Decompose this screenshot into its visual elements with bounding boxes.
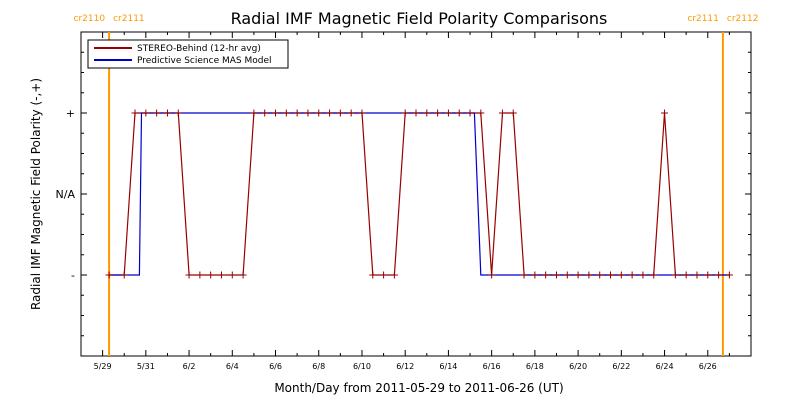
x-tick-label: 6/10	[353, 362, 371, 371]
chart-title: Radial IMF Magnetic Field Polarity Compa…	[231, 9, 608, 28]
data-point-stereo	[293, 109, 301, 117]
data-point-stereo	[531, 271, 539, 279]
data-point-stereo	[131, 109, 139, 117]
data-point-stereo	[105, 271, 113, 279]
data-point-stereo	[552, 271, 560, 279]
data-point-stereo	[563, 271, 571, 279]
data-point-stereo	[336, 109, 344, 117]
x-tick-label: 5/31	[137, 362, 155, 371]
series-layer	[105, 109, 733, 279]
data-point-stereo	[455, 109, 463, 117]
x-tick-label: 6/24	[656, 362, 674, 371]
x-tick-label: 6/8	[312, 362, 325, 371]
data-point-stereo	[142, 109, 150, 117]
data-point-stereo	[315, 109, 323, 117]
data-point-stereo	[347, 109, 355, 117]
x-axis-ticks: 5/29 5/31 6/2 6/4 6/6 6/8 6/10 6/12 6/14 6/16 6/18…	[80, 32, 752, 371]
data-point-stereo	[153, 109, 161, 117]
y-axis-ticks: - N/A +	[56, 51, 751, 337]
data-point-stereo	[671, 271, 679, 279]
data-point-stereo	[704, 271, 712, 279]
data-point-stereo	[282, 109, 290, 117]
data-point-stereo	[617, 271, 625, 279]
legend: STEREO-Behind (12-hr avg) Predictive Sci…	[87, 39, 289, 69]
data-point-stereo	[574, 271, 582, 279]
data-point-stereo	[196, 271, 204, 279]
carrington-label-left: cr2110	[74, 14, 106, 24]
data-point-stereo	[207, 271, 215, 279]
series-line-model	[109, 112, 730, 276]
x-tick-label: 6/18	[526, 362, 544, 371]
data-point-stereo	[272, 109, 280, 117]
legend-label-model: Predictive Science MAS Model	[137, 56, 272, 66]
carrington-markers	[108, 32, 724, 356]
data-point-stereo	[434, 109, 442, 117]
data-point-stereo	[520, 271, 528, 279]
data-point-stereo	[509, 109, 517, 117]
data-point-stereo	[650, 271, 658, 279]
data-point-stereo	[477, 109, 485, 117]
x-tick-label: 6/16	[483, 362, 501, 371]
data-point-stereo	[607, 271, 615, 279]
data-point-stereo	[261, 109, 269, 117]
data-point-stereo	[304, 109, 312, 117]
data-point-stereo	[401, 109, 409, 117]
carrington-labels: cr2110 cr2111 cr2111 cr2112	[74, 14, 759, 24]
x-tick-label: 6/22	[612, 362, 630, 371]
data-point-stereo	[185, 271, 193, 279]
carrington-label-right: cr2112	[727, 14, 759, 24]
plot-frame	[80, 31, 752, 357]
data-point-stereo	[715, 271, 723, 279]
y-tick-label: N/A	[56, 188, 76, 201]
data-point-stereo	[390, 271, 398, 279]
data-point-stereo	[217, 271, 225, 279]
data-point-stereo	[358, 109, 366, 117]
x-tick-label: 6/2	[183, 362, 196, 371]
data-point-stereo	[174, 109, 182, 117]
data-point-stereo	[444, 109, 452, 117]
data-point-stereo	[250, 109, 258, 117]
carrington-label-right: cr2111	[113, 14, 145, 24]
data-point-stereo	[228, 271, 236, 279]
data-point-stereo	[412, 109, 420, 117]
data-point-stereo	[628, 271, 636, 279]
x-tick-label: 6/20	[569, 362, 587, 371]
y-tick-label: -	[71, 269, 75, 282]
data-point-stereo	[596, 271, 604, 279]
data-point-stereo	[380, 271, 388, 279]
x-tick-label: 5/29	[94, 362, 112, 371]
x-tick-label: 6/6	[269, 362, 282, 371]
data-point-stereo	[326, 109, 334, 117]
data-point-stereo	[585, 271, 593, 279]
data-point-stereo	[466, 109, 474, 117]
data-point-stereo	[639, 271, 647, 279]
data-point-stereo	[120, 271, 128, 279]
y-axis-label: Radial IMF Magnetic Field Polarity (-,+)	[29, 78, 43, 310]
data-point-stereo	[682, 271, 690, 279]
data-point-stereo	[369, 271, 377, 279]
data-point-stereo	[163, 109, 171, 117]
y-tick-label: +	[66, 107, 75, 120]
carrington-label-left: cr2111	[687, 14, 719, 24]
data-point-stereo	[661, 109, 669, 117]
legend-label-stereo: STEREO-Behind (12-hr avg)	[137, 44, 261, 54]
x-tick-label: 6/12	[396, 362, 414, 371]
data-point-stereo	[423, 109, 431, 117]
data-point-stereo	[725, 271, 733, 279]
x-tick-label: 6/26	[699, 362, 717, 371]
data-point-stereo	[239, 271, 247, 279]
x-axis-label: Month/Day from 2011-05-29 to 2011-06-26 …	[274, 381, 563, 395]
series-line-stereo	[109, 112, 730, 276]
x-tick-label: 6/4	[226, 362, 239, 371]
legend-box	[87, 39, 289, 69]
x-tick-label: 6/14	[439, 362, 457, 371]
data-point-stereo	[542, 271, 550, 279]
data-point-stereo	[693, 271, 701, 279]
data-point-stereo	[498, 109, 506, 117]
data-point-stereo	[488, 271, 496, 279]
